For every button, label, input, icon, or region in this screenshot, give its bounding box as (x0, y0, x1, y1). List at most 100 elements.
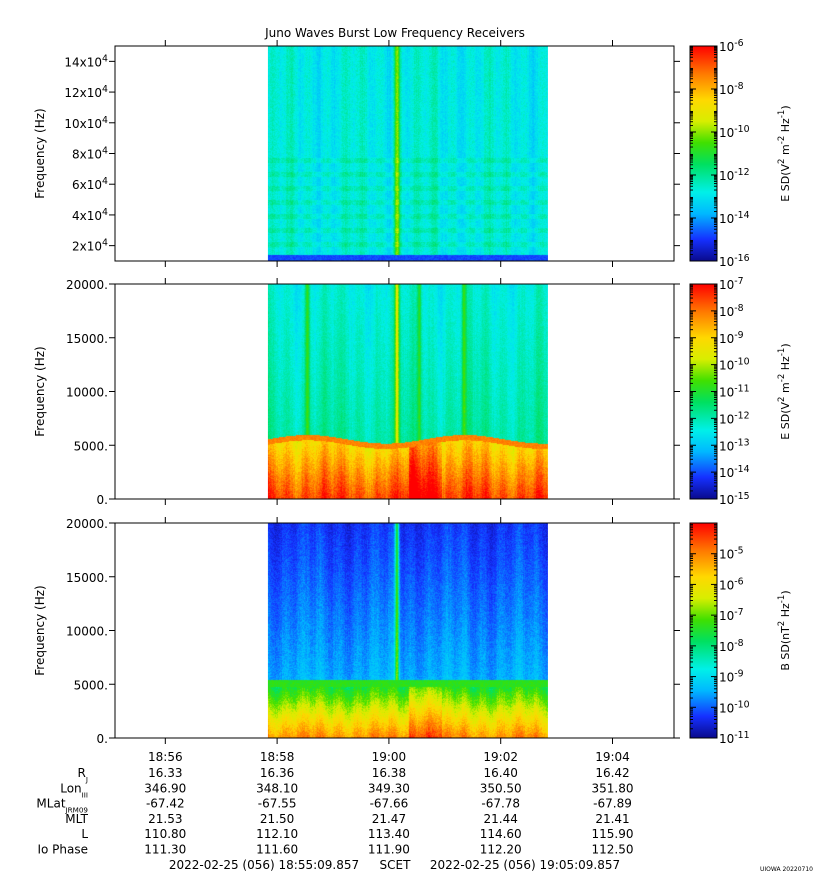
footer-start-time: 2022-02-25 (056) 18:55:09.857 (169, 858, 359, 872)
ephemeris-value: 348.10 (256, 781, 298, 795)
y-tick-label: 0. (97, 493, 108, 507)
colorbar-tick-label: 10-12 (719, 410, 750, 427)
footer-credit: UIOWA 20220710 (760, 866, 813, 873)
colorbar-tick-label: 10-10 (719, 124, 750, 141)
x-tick-label: 18:58 (260, 750, 295, 764)
ephemeris-value: 111.60 (256, 843, 298, 857)
y-tick-label: 2x104 (72, 237, 108, 254)
y-tick-label: 15000. (66, 571, 108, 585)
footer-end-time: 2022-02-25 (056) 19:05:09.857 (430, 858, 620, 872)
ephemeris-value: 114.60 (480, 827, 522, 841)
ephemeris-value: -67.89 (593, 797, 632, 811)
y-tick-label: 10000. (66, 625, 108, 639)
ephemeris-value: 113.40 (368, 827, 410, 841)
spectrogram-image (267, 523, 548, 738)
y-tick-label: 0. (97, 732, 108, 746)
figure-title: Juno Waves Burst Low Frequency Receivers (264, 26, 525, 40)
colorbar-tick-label: 10-8 (719, 302, 744, 319)
colorbar-tick-label: 10-14 (719, 464, 750, 481)
ephemeris-value: 111.30 (144, 843, 186, 857)
colorbar-tick-label: 10-5 (719, 545, 744, 562)
ephemeris-value: 115.90 (592, 827, 634, 841)
ephemeris-value: 16.38 (372, 766, 406, 780)
ephemeris-value: 16.36 (260, 766, 294, 780)
x-tick-label: 19:02 (483, 750, 518, 764)
y-axis-label: Frequency (Hz) (33, 346, 47, 437)
y-tick-label: 20000. (66, 517, 108, 531)
ephemeris-value: -67.78 (481, 797, 520, 811)
colorbar-tick-label: 10-15 (719, 491, 750, 508)
ephemeris-value: 16.42 (595, 766, 629, 780)
colorbar-tick-label: 10-7 (719, 276, 744, 293)
y-tick-label: 12x104 (64, 84, 108, 101)
ephemeris-value: -67.42 (146, 797, 185, 811)
ephemeris-value: 21.47 (372, 812, 406, 826)
ephemeris-value: 21.41 (595, 812, 629, 826)
ephemeris-value: 346.90 (144, 781, 186, 795)
ephemeris-value: 16.33 (148, 766, 182, 780)
footer-scet-label: SCET (380, 858, 412, 872)
colorbar-label: B SD(nT2 Hz-1) (777, 590, 792, 670)
colorbar-tick-label: 10-10 (719, 699, 750, 716)
spectrogram-image (267, 46, 548, 261)
y-tick-label: 14x104 (64, 53, 108, 70)
colorbar-tick-label: 10-13 (719, 437, 750, 454)
ephemeris-value: 112.20 (480, 843, 522, 857)
y-tick-label: 5000. (74, 678, 108, 692)
colorbar-tick-label: 10-12 (719, 167, 750, 184)
colorbar-tick-label: 10-7 (719, 607, 744, 624)
ephemeris-label: MLatJRM09 (36, 797, 88, 815)
panel-3-magnetic: 0. 5000. 10000. 15000. 20000. Frequency (Hz) 1… (33, 517, 792, 746)
ephemeris-label: RJ (78, 766, 88, 784)
ephemeris-value: 21.44 (484, 812, 518, 826)
colorbar-tick-label: 10-9 (719, 668, 744, 685)
colorbar-tick-label: 10-6 (719, 576, 744, 593)
x-tick-label: 19:04 (595, 750, 630, 764)
colorbar-tick-label: 10-9 (719, 329, 744, 346)
ephemeris-value: 16.40 (484, 766, 518, 780)
ephemeris-value: 349.30 (368, 781, 410, 795)
colorbar-tick-label: 10-6 (719, 38, 744, 55)
colorbar-tick-label: 10-14 (719, 210, 750, 227)
ephemeris-value: 110.80 (144, 827, 186, 841)
x-tick-label: 19:00 (372, 750, 407, 764)
ephemeris-value: 351.80 (592, 781, 634, 795)
colorbar-tick-label: 10-10 (719, 356, 750, 373)
panel-1-electric-high: 2x104 4x104 6x104 8x104 10x104 12x104 14x104 Fr… (33, 38, 792, 270)
colorbar (689, 522, 718, 739)
ephemeris-value: -67.55 (258, 797, 297, 811)
y-tick-label: 4x104 (72, 206, 108, 223)
ephemeris-label: Io Phase (37, 843, 88, 857)
colorbar (689, 45, 718, 262)
ephemeris-value: 112.50 (592, 843, 634, 857)
colorbar-tick-label: 10-16 (719, 253, 750, 270)
ephemeris-label: LonIII (60, 781, 88, 799)
colorbar-tick-label: 10-8 (719, 637, 744, 654)
ephemeris-value: -67.66 (370, 797, 409, 811)
panel-2-electric-low: 0. 5000. 10000. 15000. 20000. Frequency (Hz) 1… (33, 276, 792, 508)
spectrogram-image (267, 284, 548, 499)
y-tick-label: 8x104 (72, 145, 108, 162)
y-axis-label: Frequency (Hz) (33, 585, 47, 676)
colorbar-label: E SD(V2 m-2 Hz-1) (777, 343, 792, 439)
ephemeris-value: 112.10 (256, 827, 298, 841)
colorbar-tick-label: 10-11 (719, 383, 750, 400)
ephemeris-value: 350.50 (480, 781, 522, 795)
y-tick-label: 10000. (66, 386, 108, 400)
y-tick-label: 20000. (66, 278, 108, 292)
y-axis-label: Frequency (Hz) (33, 108, 47, 199)
ephemeris-value: 111.90 (368, 843, 410, 857)
ephemeris-label: L (81, 827, 88, 841)
x-tick-label: 18:56 (148, 750, 183, 764)
y-tick-label: 5000. (74, 439, 108, 453)
y-tick-label: 10x104 (64, 114, 108, 130)
colorbar-tick-label: 10-11 (719, 730, 750, 747)
ephemeris-value: 21.50 (260, 812, 294, 826)
y-tick-label: 15000. (66, 332, 108, 346)
colorbar-label: E SD(V2 m-2 Hz-1) (777, 105, 792, 201)
ephemeris-value: 21.53 (148, 812, 182, 826)
y-tick-label: 6x104 (72, 176, 108, 193)
ephemeris-label: MLT (65, 812, 88, 826)
colorbar-tick-label: 10-8 (719, 81, 744, 98)
